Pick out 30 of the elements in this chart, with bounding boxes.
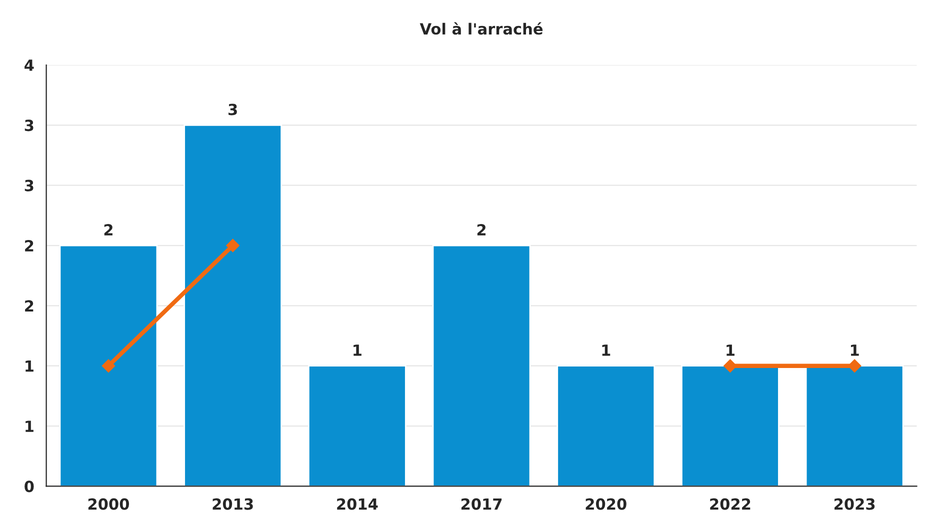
y-tick-label: 3 (24, 120, 34, 132)
bar (59, 244, 158, 486)
x-tick-label: 2023 (834, 498, 875, 510)
y-tick-label: 4 (24, 60, 34, 71)
data-label: 1 (602, 344, 610, 356)
bar (184, 124, 282, 486)
x-tick-label: 2017 (461, 498, 502, 510)
data-label: 1 (850, 344, 859, 356)
bar (805, 365, 904, 486)
x-tick-label: 2014 (337, 498, 378, 510)
y-tick-label: 3 (24, 180, 34, 192)
bar (556, 365, 656, 486)
x-tick-label: 2013 (212, 498, 253, 510)
data-label: 2 (477, 224, 486, 236)
y-tick-label: 2 (25, 300, 34, 312)
x-tick-label: 2000 (88, 498, 130, 510)
bar (432, 244, 531, 486)
y-tick-label: 0 (24, 480, 34, 492)
y-tick-label: 1 (26, 420, 34, 432)
y-tick-label: 2 (25, 240, 34, 252)
data-label: 3 (228, 104, 237, 116)
data-label: 1 (726, 344, 734, 356)
x-tick-label: 2020 (586, 498, 626, 510)
chart-title: Vol à l'arraché (420, 22, 543, 35)
x-tick-label: 2022 (710, 498, 750, 510)
data-label: 1 (354, 344, 362, 356)
data-label: 2 (104, 224, 112, 236)
y-tick-label: 1 (26, 360, 34, 372)
bar (308, 365, 406, 486)
bar (681, 365, 780, 486)
